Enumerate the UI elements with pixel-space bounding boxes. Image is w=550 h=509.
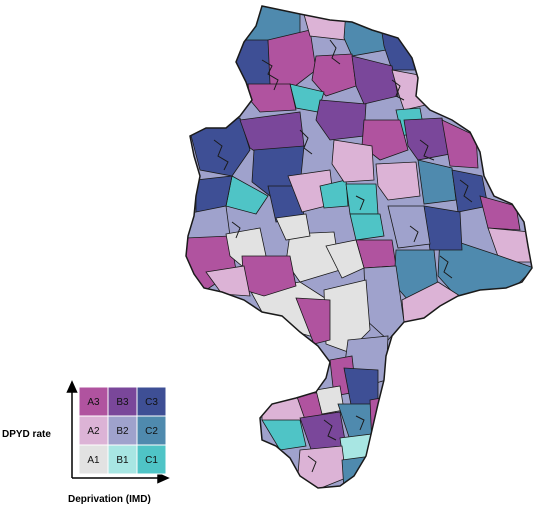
map-region [275, 213, 311, 241]
map-region [315, 99, 367, 141]
legend-cell-b1 [107, 444, 138, 475]
ward-boundary-line [261, 59, 279, 91]
legend-cell-c3 [136, 386, 167, 417]
ward-boundary-line [355, 415, 365, 431]
map-region [487, 227, 532, 263]
legend-cell-label: B1 [116, 455, 129, 466]
map-region [441, 119, 479, 169]
ward-boundary-line [307, 455, 317, 473]
map-region [205, 265, 251, 297]
legend-cell-label: A1 [87, 455, 100, 466]
map-region [349, 213, 385, 241]
map-region [479, 195, 521, 231]
ward-boundary-line [419, 139, 435, 161]
ward-boundary-line [213, 139, 229, 171]
ward-boundaries [213, 39, 473, 473]
map-region [267, 29, 317, 91]
ward-boundary-line [323, 419, 337, 441]
legend-grid: A3 B3 C3 A2 B2 C2 A1 B1 C1 [78, 386, 167, 475]
legend-axes [66, 380, 170, 484]
ward-boundary-line [439, 255, 453, 279]
map-region [375, 161, 421, 201]
legend-x-axis-label: Deprivation (IMD) [68, 494, 151, 505]
legend-cell-label: C2 [145, 426, 158, 437]
legend-cell-label: A3 [87, 397, 100, 408]
legend-cell-label: C3 [145, 397, 158, 408]
map-region [311, 53, 357, 97]
map-region [319, 179, 349, 209]
map-region [403, 117, 451, 161]
map-region [261, 419, 307, 451]
legend-y-axis-label: DPYD rate [2, 429, 51, 440]
map-region [351, 55, 399, 105]
ward-boundary-line [299, 129, 313, 155]
x-axis-arrowhead [157, 472, 170, 484]
legend-cell-label: B3 [116, 397, 129, 408]
legend-cell-label: C1 [145, 455, 158, 466]
map-region [387, 205, 431, 249]
map-region [331, 139, 375, 183]
legend-cell-b3 [107, 386, 138, 417]
map-region [361, 119, 409, 161]
legend-cell-c2 [136, 415, 167, 446]
legend-cell-label: B2 [116, 426, 129, 437]
ward-boundary-line [459, 179, 473, 203]
map-region [295, 297, 331, 345]
map-region [325, 239, 365, 279]
ward-boundary-line [409, 225, 419, 243]
legend-cell-b2 [107, 415, 138, 446]
legend-cell-label: A2 [87, 426, 100, 437]
ward-boundary-line [355, 195, 365, 211]
legend-cell-c1 [136, 444, 167, 475]
y-axis-arrowhead [66, 380, 78, 393]
ward-boundary-line [329, 39, 341, 65]
ward-boundary-line [231, 221, 241, 239]
ward-boundary-line [391, 79, 405, 101]
